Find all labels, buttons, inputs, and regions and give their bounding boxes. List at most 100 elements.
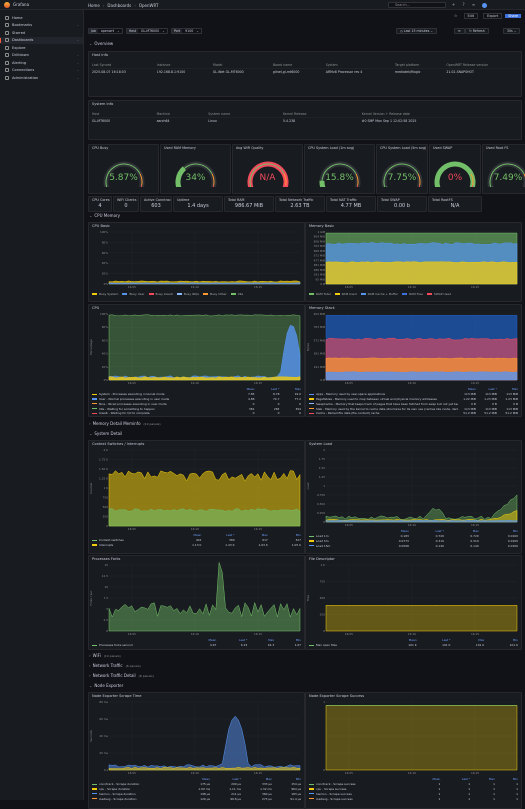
breadcrumb-dashboards[interactable]: Dashboards (107, 2, 132, 8)
legend-column-header[interactable]: Mean (208, 638, 217, 643)
legend-column-header[interactable]: Max (295, 387, 301, 392)
legend-row[interactable]: Nice - Niced processes executing in user… (89, 401, 304, 406)
breadcrumb-home[interactable]: Home (88, 2, 100, 8)
legend-row[interactable]: Cache - Parked file data (file content) … (306, 411, 521, 416)
legend-column-header[interactable]: Mean (408, 638, 417, 643)
legend-column-header[interactable]: Max (512, 387, 518, 392)
legend-row[interactable]: hwmon - Scrape success 1 1 1 1 (306, 791, 521, 796)
row-memory-meminfo[interactable]: › Memory Detail Meminfo (10 panels) (89, 420, 161, 427)
legend-row[interactable]: PageTables - Memory used to map between … (306, 397, 521, 402)
row-overview[interactable]: ⌄ Overview (89, 40, 113, 47)
legend-row[interactable]: Load 5m 0.0773 0.310 0.310 0.0100 (306, 539, 521, 544)
legend-row[interactable]: System - Processes executing in kernel m… (89, 392, 304, 397)
legend-column-header[interactable]: Mean (468, 387, 476, 392)
legend-item[interactable]: Busy User (122, 292, 145, 296)
time-series-chart[interactable]: Counter 2 K 1.75 K 1.50 K 1.25 K 1 K 750 500 250… (89, 447, 304, 533)
time-series-chart[interactable]: Seconds 80 ms 60 ms 40 ms 20 ms 0 s 16:05 16:10… (89, 699, 304, 777)
legend-column-header[interactable]: Last * (238, 638, 248, 643)
legend-row[interactable]: Interrupts 1.13 K 1.43 K 1.63 K 1.05 K (89, 543, 304, 548)
legend-row[interactable]: User - Normal processes executing in use… (89, 397, 304, 402)
legend-column-header[interactable]: Min (512, 638, 518, 643)
legend-row[interactable]: Processes forks second 4.97 6.15 16.3 1.67 (89, 643, 304, 648)
legend-item[interactable]: Busy IRQs (176, 292, 199, 296)
legend-column-header[interactable]: Max (261, 533, 268, 538)
legend-column-header[interactable]: Min (512, 529, 518, 534)
news-icon[interactable]: ≡ (471, 2, 476, 7)
legend-row[interactable]: cpu - Scrape success 1 1 1 1 (306, 787, 521, 792)
sidebar-item-home[interactable]: Home (0, 14, 83, 22)
variable-host[interactable]: Host GL-MT6000 ⌄ (125, 28, 168, 34)
time-series-chart[interactable]: Percentage 100% 80% 60% 40% 20% 0% 16:05 16:10 16… (89, 311, 304, 387)
grafana-logo-icon[interactable] (4, 1, 10, 8)
legend-column-header[interactable]: Last * (232, 777, 241, 782)
legend-column-header[interactable]: Max (488, 777, 495, 782)
legend-column-header[interactable]: Last * (461, 777, 471, 782)
chevron-down-icon[interactable]: ⌄ (76, 23, 79, 28)
export-button[interactable]: Export (483, 12, 503, 19)
variable-job[interactable]: Job openwrt ⌄ (88, 28, 123, 34)
search-input[interactable]: Search... (388, 2, 446, 8)
legend-column-header[interactable]: Last * (435, 529, 444, 534)
legend-item[interactable]: RAM Cache + Buffer (360, 292, 398, 296)
legend-column-header[interactable]: Mean (401, 529, 409, 534)
legend-column-header[interactable]: Last * (442, 638, 451, 643)
legend-column-header[interactable]: Mean (246, 387, 255, 392)
legend-row[interactable]: loadavg - Scrape success 1 1 1 1 (306, 796, 521, 801)
legend-item[interactable]: Busy Other (202, 292, 227, 296)
refresh-button[interactable]: ↻ Refresh (465, 28, 489, 34)
row-wifi[interactable]: › WiFi (10 panels) (89, 652, 121, 659)
sidebar-item-alerting[interactable]: Alerting ⌄ (0, 59, 83, 67)
sidebar-item-explore[interactable]: Explore (0, 44, 83, 52)
legend-row[interactable]: SwapCache - Memory that keeps track of p… (306, 401, 521, 406)
legend-column-header[interactable]: Max (472, 529, 479, 534)
sidebar-item-starred[interactable]: Starred (0, 29, 83, 37)
row-network-traffic[interactable]: › Network Traffic (6 panels) (89, 662, 141, 669)
legend-row[interactable]: conntrack - Scrape success 1 1 1 1 (306, 782, 521, 787)
legend-row[interactable]: Context switches 402 380 617 327 (89, 538, 304, 543)
legend-column-header[interactable]: Last * (226, 533, 235, 538)
row-cpu-memory[interactable]: ⌄ CPU Memory (89, 212, 120, 219)
chevron-down-icon[interactable]: ⌄ (76, 75, 79, 80)
legend-column-header[interactable]: Min (295, 777, 301, 782)
legend-item[interactable]: RAM Total (309, 292, 331, 296)
row-system-detail[interactable]: ⌄ System Detail (89, 430, 122, 437)
plus-icon[interactable]: + (451, 2, 456, 7)
legend-item[interactable]: SWAP Used (427, 292, 451, 296)
chevron-down-icon[interactable]: ⌄ (76, 38, 79, 43)
variable-port[interactable]: Port 9100 ⌄ (170, 28, 202, 34)
legend-column-header[interactable]: Max (268, 638, 275, 643)
legend-column-header[interactable]: Mean (193, 533, 202, 538)
legend-row[interactable]: Max open files 101 K 101 K 101 K 101 K (306, 643, 521, 648)
legend-column-header[interactable]: Last * (488, 387, 497, 392)
legend-column-header[interactable]: Max (265, 777, 272, 782)
legend-column-header[interactable]: Last * (271, 387, 280, 392)
legend-item[interactable]: Busy System (92, 292, 118, 296)
refresh-interval-picker[interactable]: 30s ⌄ (503, 28, 521, 34)
time-series-chart[interactable]: Files 1 K 750 500 250 0 16:05 16:10 16:15 (306, 562, 521, 638)
legend-row[interactable]: Load 1m 0.183 0.720 0.720 0.0100 (306, 534, 521, 539)
time-series-chart[interactable]: 100% 80% 60% 40% 20% 0% 16:05 16:10 16:15 (89, 229, 304, 291)
share-button[interactable]: Share (505, 13, 521, 18)
time-series-chart[interactable]: Load 2 1.75 1.50 1.25 1 0.750 0.500 0.250 0 16:05 1… (306, 447, 521, 529)
sidebar-item-dashboards[interactable]: Dashboards ⌄ (0, 36, 83, 44)
sidebar-item-connections[interactable]: Connections ⌄ (0, 67, 83, 75)
legend-column-header[interactable]: Mean (432, 777, 441, 782)
legend-column-header[interactable]: Min (512, 777, 518, 782)
legend-item[interactable]: Busy Iowait (148, 292, 173, 296)
legend-item[interactable]: Idle (230, 292, 243, 296)
edit-button[interactable]: Edit (463, 12, 479, 19)
legend-row[interactable]: hwmon - Scrape duration 198 µs 211 µs 360 µ… (89, 791, 304, 796)
sidebar-item-drilldown[interactable]: Drilldown ⌄ (0, 52, 83, 60)
chevron-down-icon[interactable]: ⌄ (76, 68, 79, 73)
legend-row[interactable]: conntrack - Scrape duration 175 µs 209 µs 3… (89, 782, 304, 787)
row-node-exporter[interactable]: ⌄ Node Exporter (89, 682, 123, 689)
time-series-chart[interactable]: Bytes 954 MiB 763 MiB 572 MiB 381 MiB 191 MiB… (306, 311, 521, 387)
legend-column-header[interactable]: Max (478, 638, 485, 643)
sidebar-item-administration[interactable]: Administration ⌄ (0, 74, 83, 82)
legend-row[interactable]: Load 15m 0.0508 0.140 0.140 0.0100 (306, 543, 521, 548)
time-series-chart[interactable]: 1 0 16:05 16:10 16:15 (306, 699, 521, 777)
sidebar-item-bookmarks[interactable]: Bookmarks ⌄ (0, 22, 83, 30)
legend-row[interactable]: Apps - Memory used by user-space applica… (306, 392, 521, 397)
legend-row[interactable]: Slab - Memory used by the kernel to cach… (306, 406, 521, 411)
